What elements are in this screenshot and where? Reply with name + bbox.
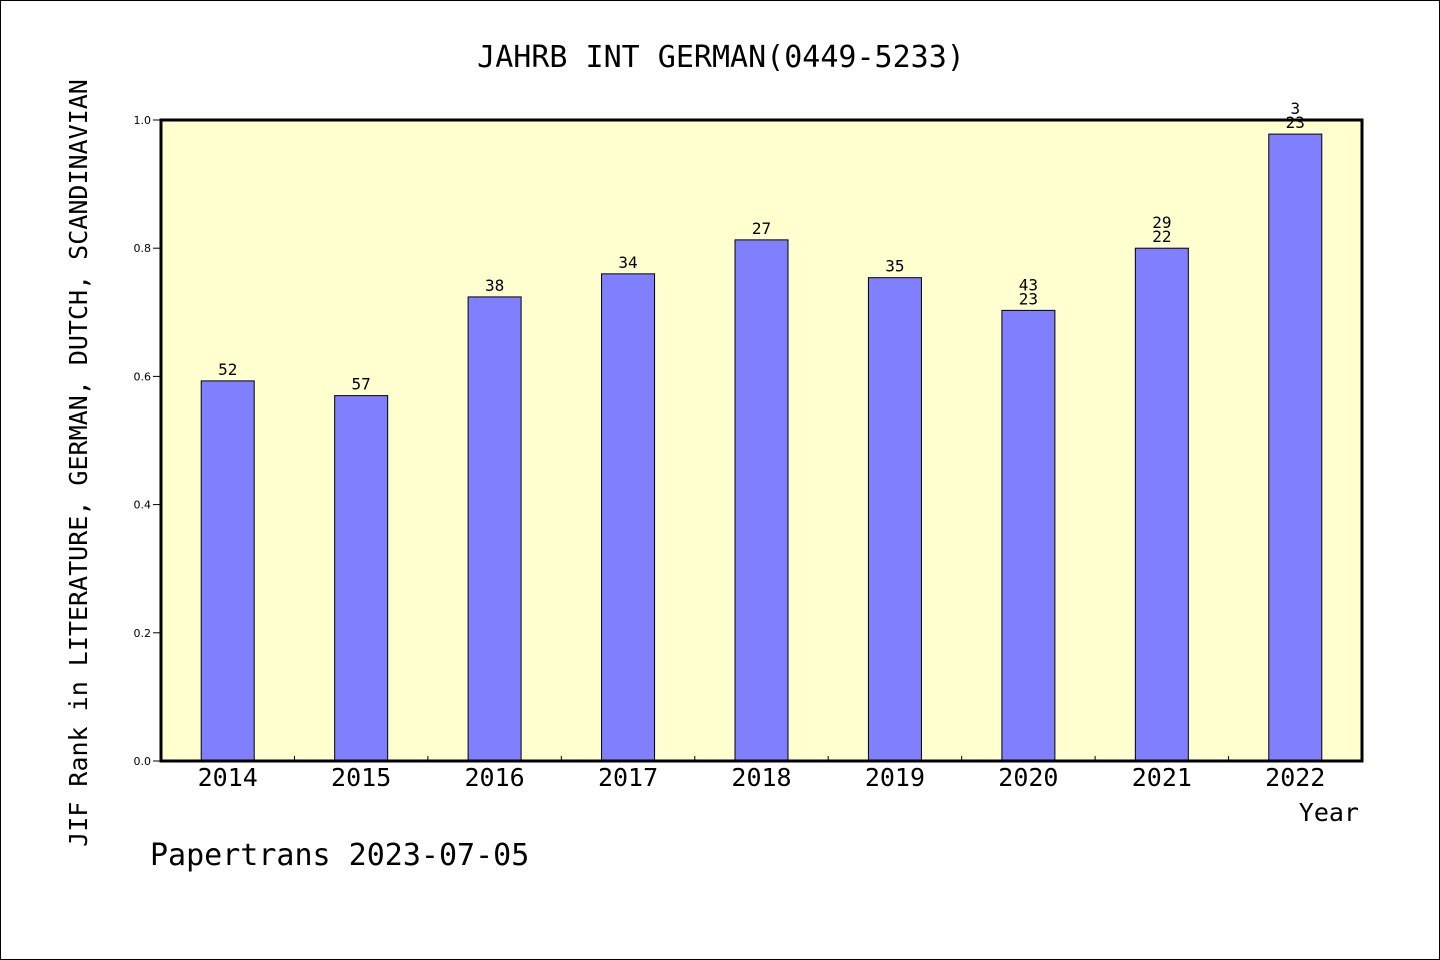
y-tick-label-0.8: 0.8: [134, 242, 152, 255]
bar-2018: [734, 239, 789, 762]
bar-2014: [200, 380, 255, 762]
bar-label-2022-1: 3: [1290, 99, 1300, 118]
y-axis-ticks: 0.0 0.2 0.4 0.6 0.8 1.0: [134, 114, 161, 768]
y-tick-label-0.4: 0.4: [134, 499, 152, 512]
x-tick-label-2016: 2016: [465, 763, 525, 792]
chart-title: JAHRB INT GERMAN(0449-5233): [477, 40, 965, 75]
bar-label-2017: 34: [618, 253, 637, 272]
y-tick-label-0.6: 0.6: [134, 370, 152, 383]
bar-2022: [1268, 133, 1323, 762]
bar-2021: [1134, 247, 1189, 762]
x-tick-label-2020: 2020: [998, 763, 1058, 792]
x-axis-ticks: 2014 2015 2016 2017 2018 2019 2020 2021 2022: [198, 756, 1325, 792]
x-tick-label-2022: 2022: [1265, 763, 1325, 792]
x-tick-label-2019: 2019: [865, 763, 925, 792]
footer-note: Papertrans 2023-07-05: [150, 838, 529, 873]
bar-label-2021-2: 22: [1152, 227, 1171, 246]
x-tick-label-2015: 2015: [331, 763, 391, 792]
y-tick-label-1.0: 1.0: [134, 114, 152, 127]
bar-2019: [867, 277, 922, 762]
bar-label-2021-1: 29: [1152, 213, 1171, 232]
bar-2020: [1001, 309, 1056, 762]
y-axis-label: JIF Rank in LITERATURE, GERMAN, DUTCH, S…: [64, 79, 93, 847]
bar-label-2020-2: 23: [1019, 289, 1038, 308]
bar-label-2014: 52: [218, 360, 237, 379]
x-tick-label-2018: 2018: [731, 763, 791, 792]
bar-group: [200, 133, 1323, 762]
x-tick-label-2014: 2014: [198, 763, 258, 792]
bar-label-2018: 27: [752, 219, 771, 238]
x-axis-label: Year: [1299, 798, 1359, 827]
bar-label-2020-1: 43: [1019, 275, 1038, 294]
bar-label-2019: 35: [885, 257, 904, 276]
y-tick-label-0.0: 0.0: [134, 755, 152, 768]
bar-2015: [334, 395, 389, 762]
bar-2016: [467, 296, 522, 762]
bar-label-2022-2: 23: [1286, 113, 1305, 132]
bar-label-2016: 38: [485, 276, 504, 295]
bar-label-2015: 57: [352, 375, 371, 394]
x-tick-label-2017: 2017: [598, 763, 658, 792]
plot-border: [159, 118, 1364, 763]
y-tick-label-0.2: 0.2: [134, 627, 152, 640]
x-tick-label-2021: 2021: [1132, 763, 1192, 792]
bar-2017: [601, 273, 656, 762]
